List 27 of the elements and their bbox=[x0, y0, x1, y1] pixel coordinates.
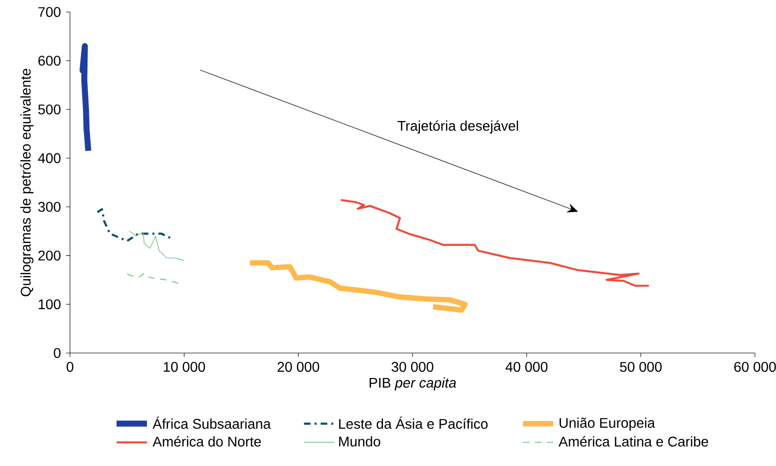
x-tick-label: 50 000 bbox=[620, 362, 662, 372]
y-tick-label: 700 bbox=[38, 7, 61, 17]
x-tick-label: 10 000 bbox=[164, 362, 206, 372]
y-tick-label: 0 bbox=[54, 348, 61, 358]
x-tick-label: 0 bbox=[66, 362, 74, 372]
line-series bbox=[126, 272, 180, 284]
y-tick-label: 400 bbox=[38, 153, 61, 164]
legend-label: Leste da Ásia e Pacífico bbox=[339, 416, 488, 429]
legend-label: União Europeia bbox=[560, 418, 656, 431]
legend-label: América Latina e Caribe bbox=[558, 436, 708, 447]
legend-label: África Subsaariana bbox=[152, 416, 271, 429]
y-tick-label: 600 bbox=[38, 56, 61, 66]
y-tick-label: 500 bbox=[38, 104, 61, 114]
x-axis-title: PIB per capita bbox=[370, 377, 456, 390]
y-tick-label: 300 bbox=[38, 202, 61, 212]
line-series bbox=[340, 199, 650, 287]
legend-label: Mundo bbox=[339, 436, 380, 447]
x-tick-label: 20 000 bbox=[278, 362, 320, 372]
annotation: Trajetória desejável bbox=[398, 120, 518, 134]
line-series bbox=[128, 230, 185, 261]
x-tick-label: 60 000 bbox=[734, 362, 776, 372]
y-axis-title: Quilogramas de petróleo equivalente bbox=[20, 68, 34, 296]
x-tick-label: 30 000 bbox=[392, 362, 434, 372]
x-tick-label: 40 000 bbox=[506, 362, 548, 372]
legend-label: América do Norte bbox=[152, 436, 261, 447]
y-tick-label: 100 bbox=[38, 299, 61, 310]
y-tick-label: 200 bbox=[38, 250, 61, 261]
